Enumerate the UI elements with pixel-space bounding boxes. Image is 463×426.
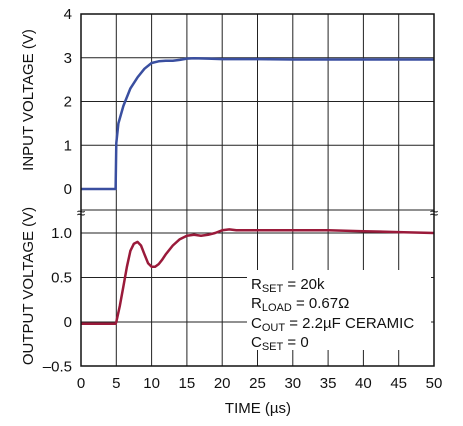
- input-voltage-series: [81, 56, 434, 191]
- plot-frame: [80, 13, 435, 367]
- frame-layer: [80, 13, 435, 367]
- annotation-cset: CSET = 0: [251, 334, 309, 353]
- bottom-y-tick-label: –0.5: [43, 359, 72, 376]
- annotation-box: RSET = 20k RLOAD = 0.67Ω COUT = 2.2µF CE…: [247, 270, 431, 353]
- x-tick-label: 0: [77, 375, 85, 392]
- top-y-tick-label: 1: [64, 137, 72, 154]
- x-tick-label: 15: [179, 375, 196, 392]
- axis-break-right: ≈: [430, 205, 438, 222]
- bottom-y-tick-label: 0.5: [51, 270, 72, 287]
- series-layer: [81, 56, 435, 326]
- x-tick-label: 35: [320, 375, 337, 392]
- top-y-tick-label: 2: [64, 94, 72, 111]
- top-y-tick-label: 0: [64, 181, 72, 198]
- annotation-rset: RSET = 20k: [251, 276, 325, 295]
- top-y-axis-title: INPUT VOLTAGE (V): [20, 29, 37, 171]
- x-tick-label: 30: [284, 375, 301, 392]
- annotation-cout: COUT = 2.2µF CERAMIC: [251, 315, 414, 334]
- x-tick-label: 20: [214, 375, 231, 392]
- top-y-tick-label: 4: [64, 6, 72, 23]
- x-tick-label: 40: [355, 375, 372, 392]
- bottom-y-axis-title: OUTPUT VOLTAGE (V): [20, 207, 37, 365]
- x-tick-label: 45: [390, 375, 407, 392]
- annotation-rload: RLOAD = 0.67Ω: [251, 295, 349, 314]
- x-tick-label: 5: [112, 375, 120, 392]
- annotation-background: [247, 270, 431, 350]
- tick-layer: 0 1 2 3 4 –0.5 0 0.5 1.0 0 5 10 15 20 25 30 35 40 45 50: [43, 6, 443, 392]
- top-y-tick-label: 3: [64, 50, 72, 67]
- x-axis-title: TIME (µs): [225, 400, 291, 417]
- x-tick-label: 25: [249, 375, 266, 392]
- x-tick-label: 10: [143, 375, 160, 392]
- bottom-y-tick-label: 1.0: [51, 225, 72, 242]
- bottom-y-tick-label: 0: [64, 314, 72, 331]
- output-voltage-series: [81, 228, 435, 326]
- x-tick-label: 50: [426, 375, 443, 392]
- axis-break-left: ≈: [77, 205, 85, 222]
